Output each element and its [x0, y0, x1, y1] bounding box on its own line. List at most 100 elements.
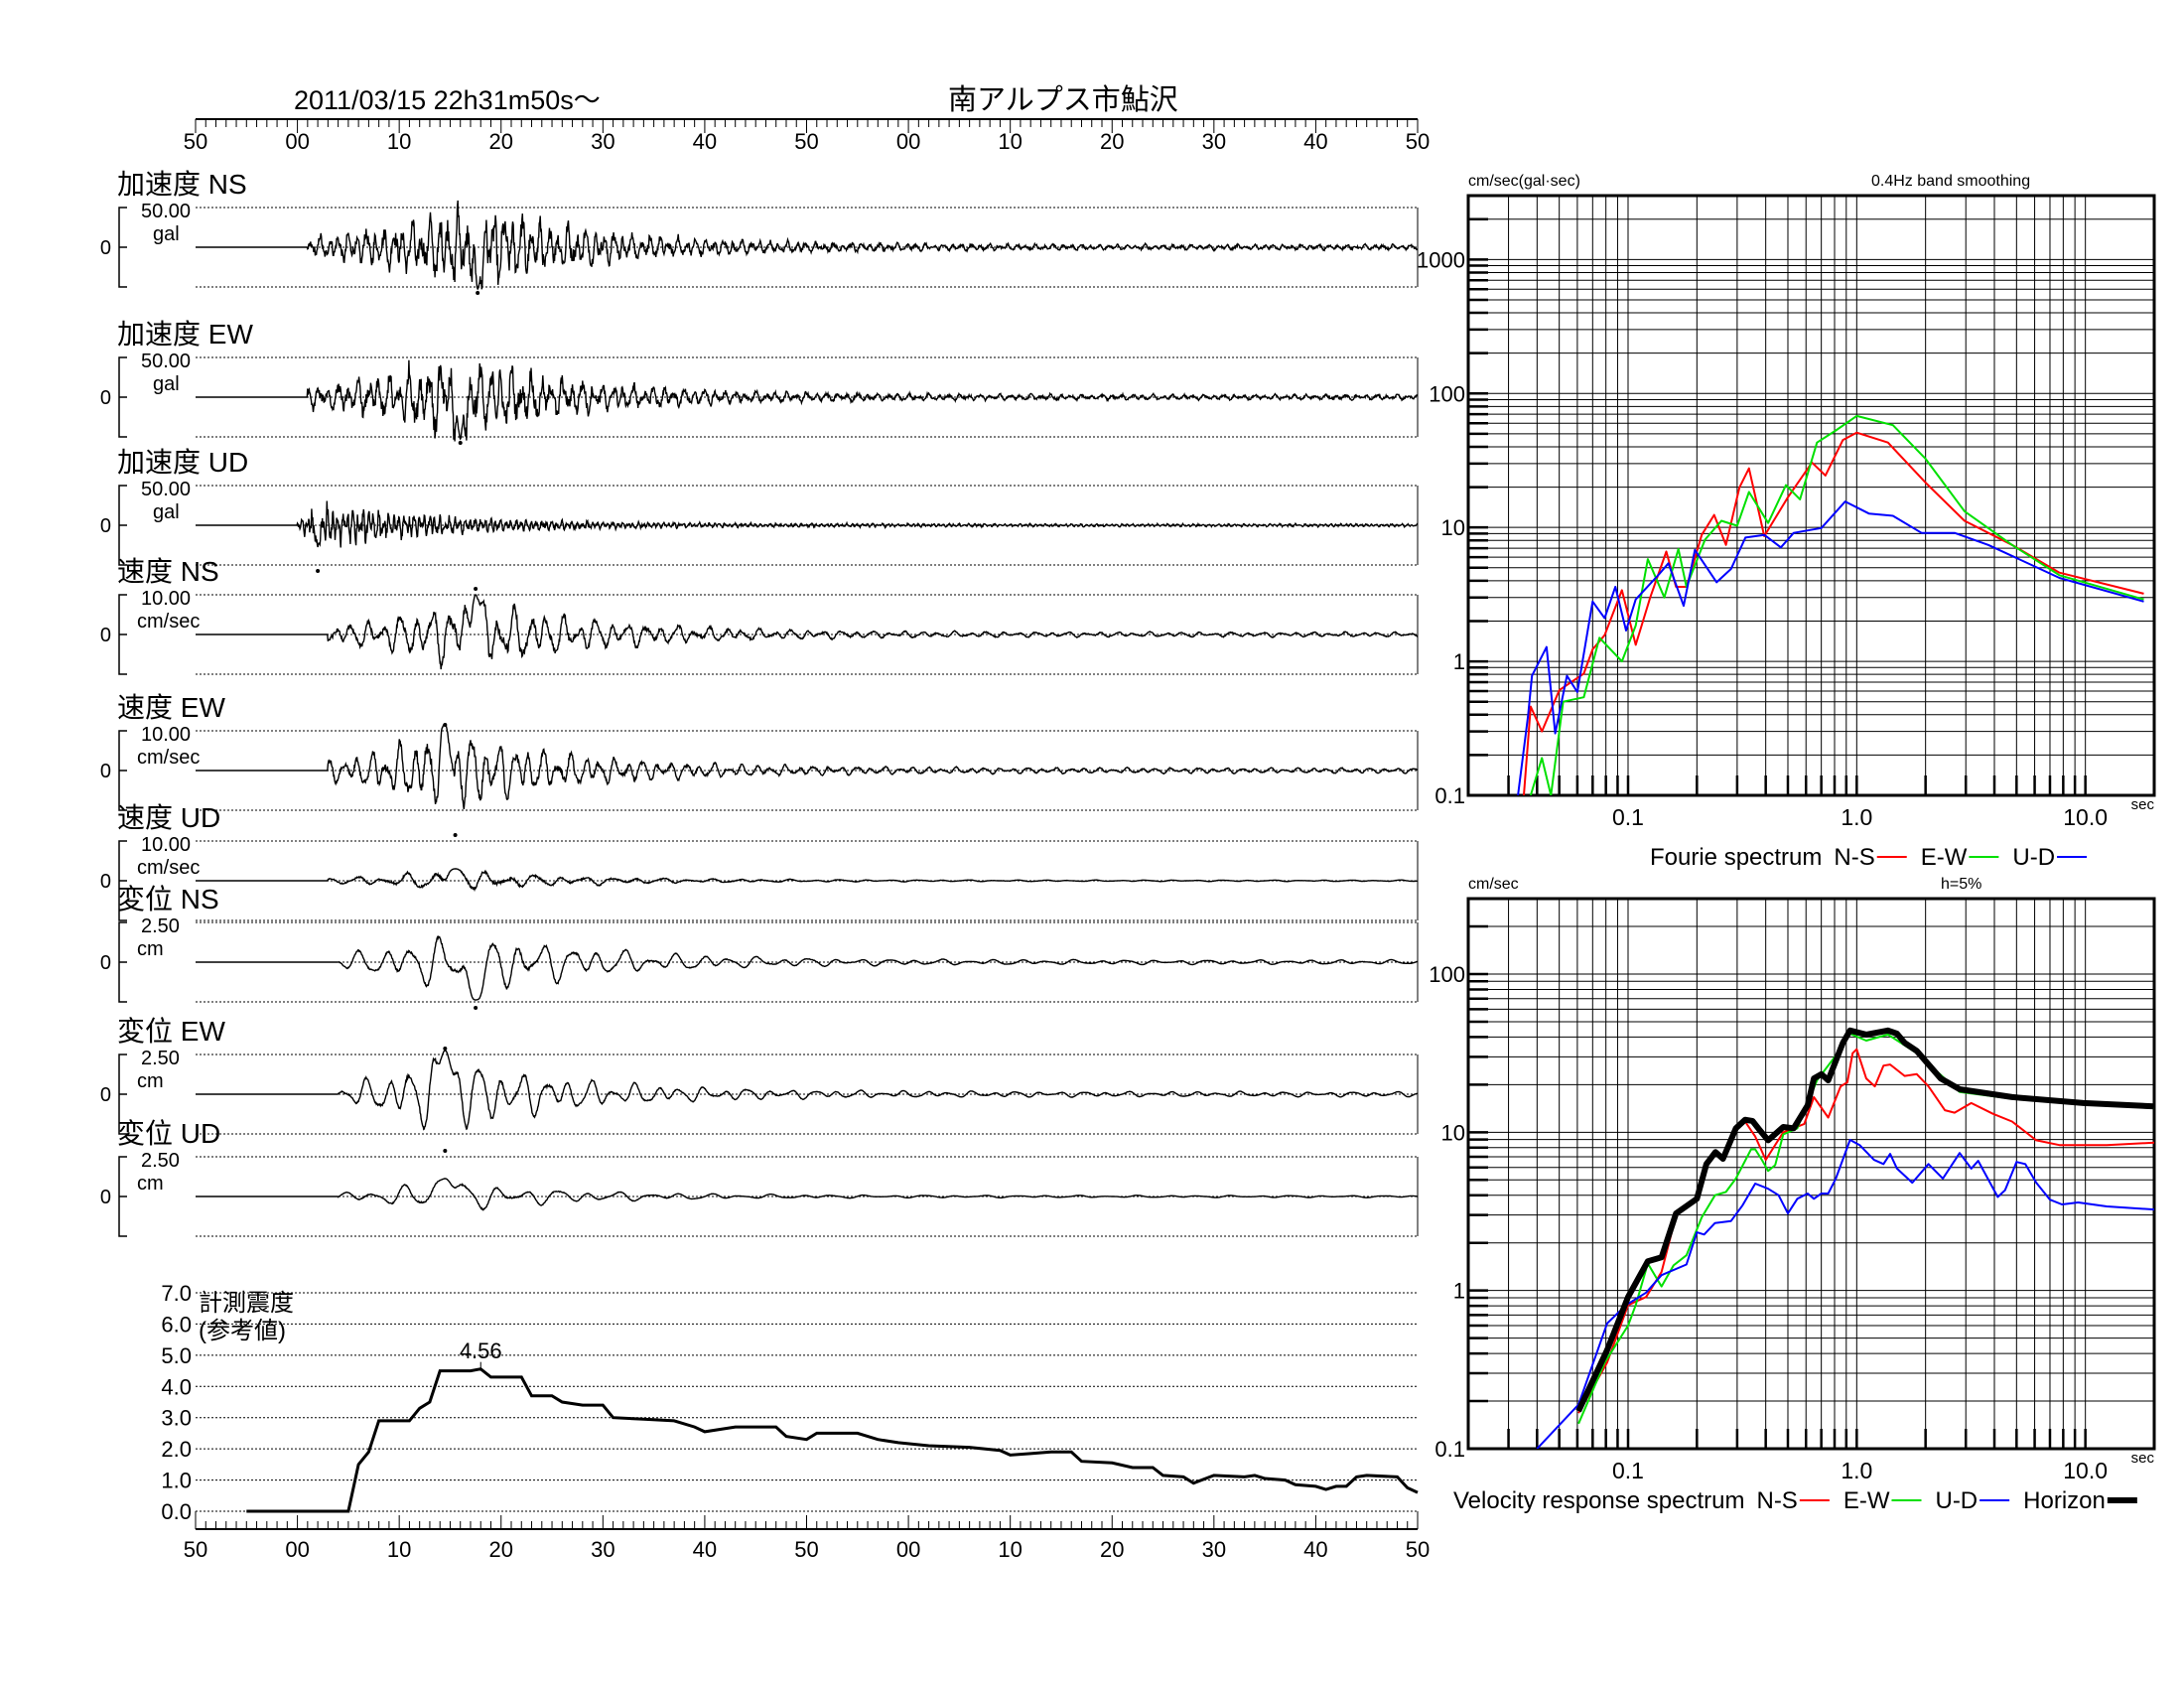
- scale-unit: cm: [137, 938, 164, 960]
- time-tick-label: 50: [1406, 1537, 1430, 1562]
- y-tick-label: 10: [1441, 1120, 1465, 1145]
- panel-bracket: [118, 485, 127, 566]
- panel-bracket: [118, 1054, 127, 1135]
- time-tick-label: 00: [285, 129, 309, 154]
- time-tick-label: 20: [489, 1537, 513, 1562]
- waveform-trace: [196, 934, 1419, 1001]
- series-line-e-w: [1529, 414, 2144, 795]
- intensity-subtitle: (参考値): [199, 1318, 286, 1344]
- peak-marker: [443, 1047, 448, 1051]
- time-tick-label: 40: [693, 1537, 717, 1562]
- y-axis-label: cm/sec(gal·sec): [1468, 173, 1580, 190]
- panel-bracket: [118, 1156, 127, 1237]
- velocity-response-chart: 0.1 1.0 10.0 0.1 1 10 100 sec cm/sec h=5% Velocity…: [1429, 876, 2156, 1514]
- panel-label: 変位 UD: [117, 1118, 220, 1149]
- y-tick-label: 5.0: [161, 1343, 192, 1368]
- y-tick-label: 1000: [1417, 247, 1465, 272]
- panel-bracket: [118, 594, 127, 675]
- time-tick-label: 50: [1406, 129, 1430, 154]
- peak-marker: [443, 723, 448, 727]
- zero-label: 0: [100, 515, 111, 537]
- y-tick-label: 100: [1429, 962, 1465, 987]
- peak-marker: [476, 291, 480, 295]
- scale-unit: cm/sec: [137, 747, 200, 769]
- time-tick-label: 10: [998, 129, 1022, 154]
- scale-unit: cm: [137, 1173, 164, 1195]
- x-tick-label: 10.0: [2063, 1458, 2108, 1483]
- panel-label: 加速度 UD: [117, 447, 248, 478]
- panel-label: 加速度 NS: [117, 169, 247, 200]
- waveform-trace: [196, 1050, 1419, 1131]
- plot-frame: [1466, 897, 2156, 1451]
- panel-label: 加速度 EW: [117, 319, 253, 350]
- y-tick-label: 0.1: [1434, 1437, 1465, 1462]
- scale-unit: cm/sec: [137, 857, 200, 879]
- x-tick-label: 1.0: [1841, 804, 1872, 830]
- y-tick-label: 0.0: [161, 1499, 192, 1524]
- y-tick-label: 6.0: [161, 1312, 192, 1336]
- time-tick-label: 30: [1202, 129, 1226, 154]
- legend-title: Velocity response spectrum: [1453, 1487, 1744, 1514]
- legend-label: Horizon: [2023, 1487, 2106, 1514]
- x-tick-label: 10.0: [2063, 804, 2108, 830]
- scale-unit: gal: [153, 373, 180, 395]
- time-tick-label: 40: [1303, 1537, 1327, 1562]
- time-tick-label: 00: [896, 1537, 920, 1562]
- zero-label: 0: [100, 871, 111, 893]
- scale-value: 50.00: [141, 201, 191, 222]
- time-axis-bottom: 50 00 10 20 30 40 50 00 10 20 30 40 50: [184, 1511, 1430, 1562]
- series-line-u-d: [1517, 500, 2144, 795]
- time-tick-label: 10: [387, 129, 411, 154]
- chart-note: 0.4Hz band smoothing: [1871, 173, 2030, 190]
- intensity-line: [246, 1367, 1419, 1513]
- scale-value: 10.00: [141, 724, 191, 746]
- waveform-trace: [196, 500, 1419, 548]
- x-unit-label: sec: [2131, 796, 2155, 813]
- x-tick-label: 0.1: [1612, 804, 1644, 830]
- series-line-e-w: [1577, 1033, 2154, 1425]
- intensity-title: 計測震度: [199, 1290, 294, 1317]
- waveform-trace: [196, 724, 1419, 809]
- zero-label: 0: [100, 1084, 111, 1106]
- waveform-trace: [196, 1178, 1418, 1211]
- legend-label: U-D: [2012, 844, 2055, 871]
- time-axis-top: 50 00 10 20 30 40 50 00 10 20 30 40 50: [184, 118, 1430, 154]
- panel-label: 速度 UD: [117, 802, 220, 833]
- time-tick-label: 30: [591, 129, 614, 154]
- series-line-n-s: [1523, 431, 2144, 795]
- panel-label: 速度 NS: [117, 556, 219, 587]
- time-tick-label: 20: [1100, 1537, 1124, 1562]
- time-tick-label: 10: [998, 1537, 1022, 1562]
- panel-bracket: [118, 840, 127, 921]
- scale-value: 50.00: [141, 351, 191, 372]
- panel-bracket: [118, 356, 127, 438]
- peak-value-label: 4.56: [460, 1338, 502, 1363]
- zero-label: 0: [100, 387, 111, 409]
- time-tick-label: 10: [387, 1537, 411, 1562]
- time-tick-label: 30: [591, 1537, 614, 1562]
- time-tick-label: 30: [1202, 1537, 1226, 1562]
- time-tick-label: 50: [184, 129, 207, 154]
- waveform-trace: [196, 200, 1419, 291]
- legend-label: U-D: [1935, 1487, 1978, 1514]
- peak-marker: [458, 441, 463, 445]
- y-tick-label: 0.1: [1434, 783, 1465, 808]
- time-tick-label: 40: [1303, 129, 1327, 154]
- peak-marker: [474, 587, 478, 591]
- time-tick-label: 50: [184, 1537, 207, 1562]
- y-tick-label: 3.0: [161, 1406, 192, 1431]
- scale-value: 2.50: [141, 1150, 180, 1172]
- time-tick-label: 20: [1100, 129, 1124, 154]
- panel-label: 速度 EW: [117, 692, 225, 723]
- panel-bracket: [118, 207, 127, 288]
